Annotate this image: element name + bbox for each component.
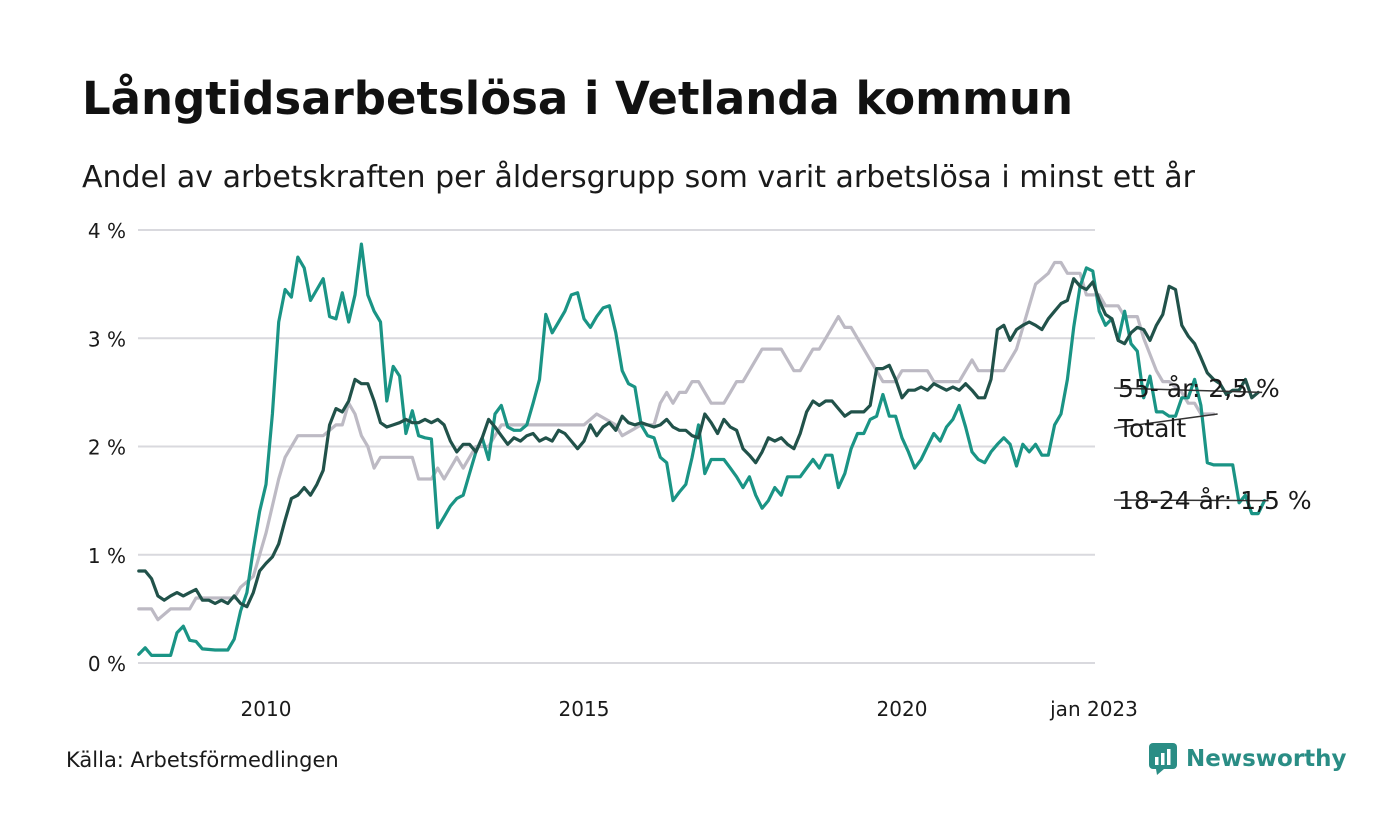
series-line xyxy=(137,260,1216,622)
chart-subtitle: Andel av arbetskraften per åldersgrupp s… xyxy=(82,160,1195,195)
y-tick-label: 2 % xyxy=(88,436,126,460)
axis-ticks: 0 % 1 % 2 % 3 % 4 % 2010 2015 2020 jan 2023 xyxy=(88,219,1138,721)
series-end-label: 55- år: 2,5 % xyxy=(1118,374,1280,403)
label-leader-line xyxy=(1113,413,1218,429)
series-lines xyxy=(137,242,1267,657)
series-line xyxy=(137,242,1267,657)
y-tick-label: 0 % xyxy=(88,652,126,676)
x-tick-label: 2010 xyxy=(241,697,292,721)
gridlines xyxy=(138,229,1095,664)
series-end-label: 18-24 år: 1,5 % xyxy=(1118,486,1312,515)
x-tick-label: 2020 xyxy=(877,697,928,721)
brand-logo: Newsworthy xyxy=(1148,742,1347,776)
series-line xyxy=(137,277,1260,609)
series-end-labels: Totalt 18-24 år: 1,5 % 55- år: 2,5 % xyxy=(1113,374,1312,515)
label-leader-line xyxy=(1113,387,1263,394)
source-note: Källa: Arbetsförmedlingen xyxy=(66,748,339,772)
label-leader-line xyxy=(1113,499,1269,502)
chart-title: Långtidsarbetslösa i Vetlanda kommun xyxy=(82,72,1074,125)
y-tick-label: 4 % xyxy=(88,219,126,243)
bar-chart-icon xyxy=(1149,743,1177,775)
y-tick-label: 3 % xyxy=(88,327,126,351)
series-end-label: Totalt xyxy=(1117,414,1186,443)
x-tick-label: jan 2023 xyxy=(1049,697,1138,721)
brand-name: Newsworthy xyxy=(1186,746,1347,772)
y-tick-label: 1 % xyxy=(88,544,126,568)
x-tick-label: 2015 xyxy=(559,697,610,721)
